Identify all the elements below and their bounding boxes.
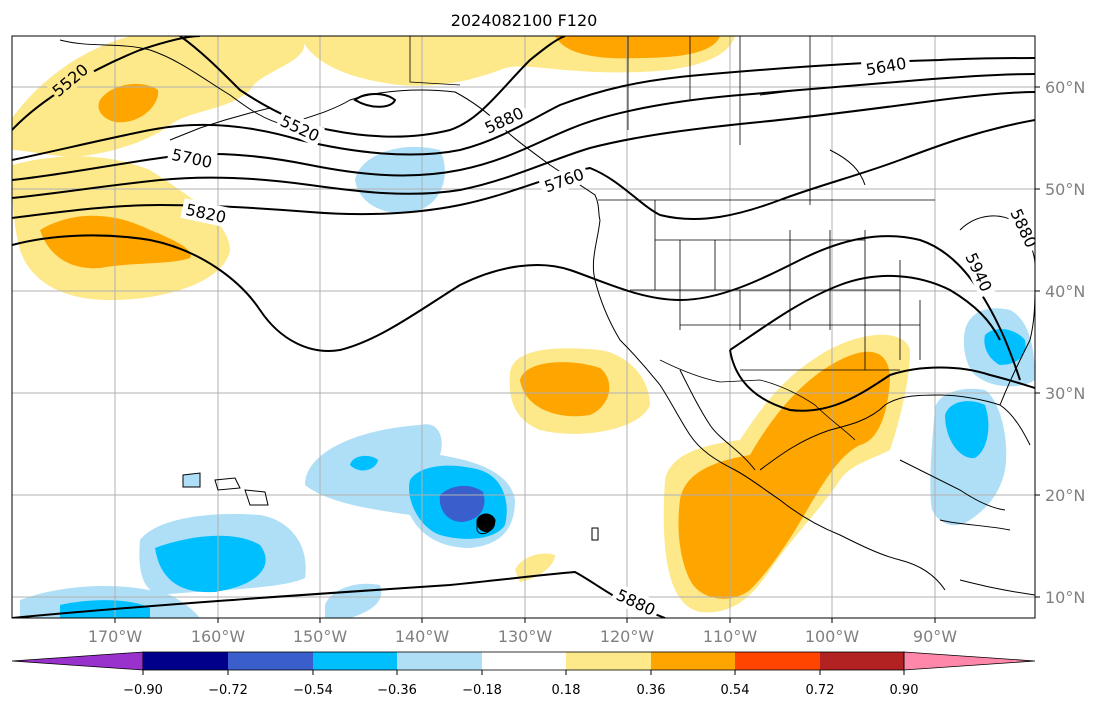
lon-label: 120°W [600,627,655,646]
positive-anomaly-area [678,351,890,599]
colorbar-tick-label: −0.90 [123,683,163,698]
colorbar-tick-label: −0.18 [462,683,502,698]
negative-anomaly-area [183,473,200,487]
lat-label: 40°N [1045,282,1085,301]
colorbar-segment [566,652,651,670]
lat-label: 50°N [1045,180,1085,199]
colorbar: −0.90 −0.72 −0.54 −0.36 −0.18 0.18 0.36 … [11,651,1036,698]
contour-line [729,275,1035,412]
colorbar-segment [735,652,820,670]
colorbar-segment [143,652,228,670]
lon-label: 100°W [805,627,860,646]
colorbar-segment [482,652,566,670]
colorbar-tick-label: 0.72 [806,683,835,698]
figure-title: 2024082100 F120 [451,11,598,30]
longitude-labels: 170°W 160°W 150°W 140°W 130°W 120°W 110°… [88,627,957,646]
colorbar-extend-high [903,651,1036,671]
colorbar-segment [820,652,904,670]
map-frame [11,35,1036,619]
colorbar-segment [397,652,482,670]
colorbar-segment [228,652,313,670]
negative-anomaly-area [984,328,1026,365]
contour-line [12,234,1021,381]
latitude-labels: 60°N 50°N 40°N 30°N 20°N 10°N [1045,78,1085,607]
lat-label: 20°N [1045,486,1085,505]
lon-label: 150°W [293,627,348,646]
lat-label: 10°N [1045,588,1085,607]
positive-anomaly-area [520,362,610,417]
cyclone-marker [477,514,495,532]
anomaly-shading [12,36,1035,618]
negative-anomaly-area [350,455,378,471]
colorbar-segment [313,652,397,670]
lon-label: 170°W [88,627,143,646]
lon-label: 140°W [395,627,450,646]
colorbar-extend-low [11,651,144,671]
lat-label: 30°N [1045,384,1085,403]
colorbar-tick-label: 0.36 [637,683,666,698]
contour-line [179,36,566,138]
contour-line [12,91,1035,199]
negative-anomaly-area [945,401,989,459]
negative-anomaly-area [155,535,266,593]
political-borders [409,36,935,441]
lon-label: 90°W [913,627,957,646]
colorbar-tick-label: −0.54 [293,683,333,698]
colorbar-tick-label: 0.90 [890,683,919,698]
colorbar-segment [651,652,735,670]
positive-anomaly-area [98,83,159,123]
lon-label: 110°W [703,627,758,646]
lon-label: 160°W [191,627,246,646]
map-panel: 5520 5520 5640 5700 5820 5760 5880 5880 … [11,35,1085,646]
lat-label: 60°N [1045,78,1085,97]
colorbar-tick-label: 0.18 [552,683,581,698]
graticule [12,36,1035,618]
contour-line [353,93,397,108]
colorbar-tick-label: −0.72 [208,683,248,698]
lon-label: 130°W [498,627,553,646]
colorbar-tick-label: 0.54 [721,683,750,698]
colorbar-frame [142,651,905,671]
positive-anomaly-area [555,36,720,59]
colorbar-tick-label: −0.36 [377,683,417,698]
axis-ticks [114,86,1040,623]
